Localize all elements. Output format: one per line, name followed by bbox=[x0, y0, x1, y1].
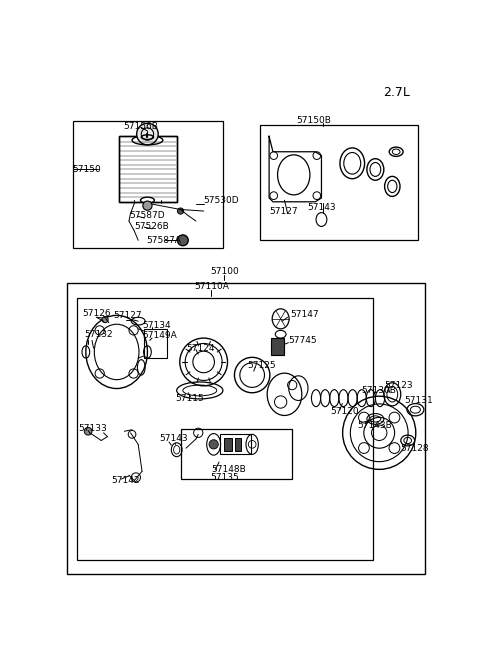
Text: 57127: 57127 bbox=[269, 206, 298, 215]
Text: 57123: 57123 bbox=[384, 381, 413, 390]
Text: 57133: 57133 bbox=[78, 424, 107, 434]
Text: 57110A: 57110A bbox=[194, 282, 229, 291]
Circle shape bbox=[178, 235, 188, 246]
Text: 57100: 57100 bbox=[210, 267, 239, 276]
Circle shape bbox=[209, 440, 218, 449]
Bar bbox=[73, 121, 223, 248]
Text: 57134: 57134 bbox=[142, 320, 171, 329]
Text: 57149A: 57149A bbox=[142, 331, 177, 341]
Text: 57150B: 57150B bbox=[296, 117, 331, 126]
Text: 57130B: 57130B bbox=[361, 386, 396, 395]
Text: 57143: 57143 bbox=[160, 434, 188, 443]
Text: 57127: 57127 bbox=[114, 311, 142, 320]
Text: 57128: 57128 bbox=[400, 443, 429, 453]
Text: 57142: 57142 bbox=[111, 476, 140, 485]
Text: 57132: 57132 bbox=[84, 329, 113, 339]
Text: 57530D: 57530D bbox=[204, 196, 239, 205]
Bar bbox=[260, 125, 418, 240]
Bar bbox=[119, 136, 177, 202]
Text: 57131: 57131 bbox=[404, 396, 432, 405]
Circle shape bbox=[84, 428, 92, 435]
Text: 57125: 57125 bbox=[248, 362, 276, 370]
Text: 57135: 57135 bbox=[210, 473, 239, 482]
Bar bbox=[271, 338, 284, 355]
Text: 57150: 57150 bbox=[72, 165, 101, 174]
Text: 57124: 57124 bbox=[186, 344, 215, 352]
Bar bbox=[77, 298, 373, 560]
Circle shape bbox=[143, 201, 152, 210]
Bar bbox=[235, 438, 241, 451]
Text: 57120: 57120 bbox=[331, 407, 360, 416]
Text: 57143: 57143 bbox=[308, 204, 336, 212]
Text: 57587D: 57587D bbox=[129, 211, 165, 220]
Text: 2.7L: 2.7L bbox=[383, 86, 410, 99]
Text: 57156B: 57156B bbox=[123, 122, 157, 131]
Text: 57126: 57126 bbox=[82, 309, 110, 318]
Bar bbox=[144, 329, 168, 358]
Bar bbox=[67, 283, 425, 574]
Bar bbox=[220, 434, 251, 455]
Text: 57587A: 57587A bbox=[146, 236, 181, 245]
Bar bbox=[119, 136, 177, 202]
Text: 57115: 57115 bbox=[175, 394, 204, 403]
Text: 57147: 57147 bbox=[291, 310, 319, 320]
Circle shape bbox=[102, 316, 108, 323]
Text: 57526B: 57526B bbox=[134, 222, 169, 231]
Bar bbox=[180, 429, 292, 479]
Text: 57143B: 57143B bbox=[358, 421, 392, 430]
Text: 57148B: 57148B bbox=[211, 465, 246, 474]
Bar bbox=[225, 438, 232, 451]
Circle shape bbox=[178, 208, 184, 214]
Text: 57745: 57745 bbox=[288, 336, 317, 345]
Circle shape bbox=[137, 123, 158, 145]
